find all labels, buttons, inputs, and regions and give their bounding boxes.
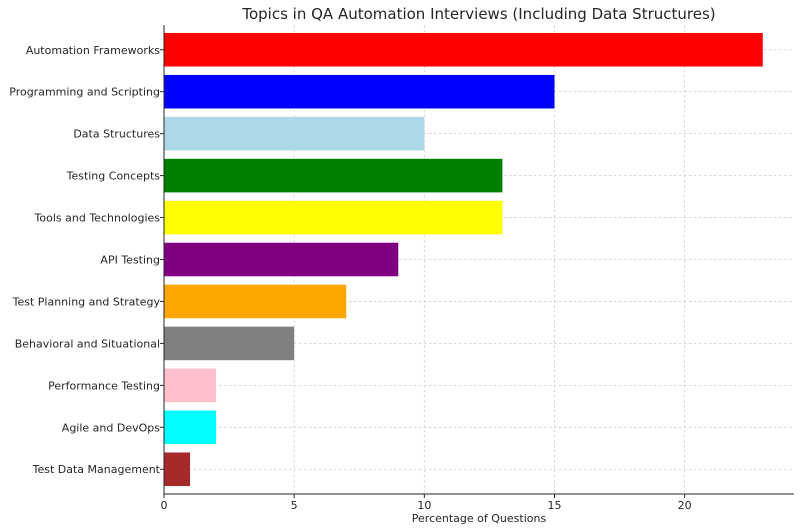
bar-data-structures [164,116,425,151]
y-tick-label: Agile and DevOps [62,421,160,434]
x-axis-label: Percentage of Questions [412,512,547,525]
y-tick-labels: Automation Frameworks Programming and Scr… [9,44,160,476]
x-tick-label: 20 [678,499,692,512]
y-tick-label: API Testing [100,254,160,267]
bar-automation-frameworks [164,32,763,67]
x-tick-labels: 0 5 10 15 20 [161,499,692,512]
bar-test-planning-and-strategy [164,284,347,319]
y-tick-label: Test Data Management [32,463,161,476]
bar-tools-and-technologies [164,200,503,235]
bar-performance-testing [164,368,217,403]
y-tick-label: Data Structures [73,128,160,141]
x-tick-label: 15 [547,499,561,512]
bar-test-data-management [164,452,191,487]
y-tick-label: Testing Concepts [66,170,161,183]
bar-api-testing [164,242,399,277]
bar-behavioral-and-situational [164,326,295,361]
x-tick-label: 0 [161,499,168,512]
y-tick-label: Automation Frameworks [26,44,160,57]
bar-testing-concepts [164,158,503,193]
y-tick-label: Test Planning and Strategy [12,295,161,308]
chart-title: Topics in QA Automation Interviews (Incl… [241,5,715,23]
bars-layer [164,32,763,487]
bar-agile-and-devops [164,410,217,445]
x-tick-label: 5 [291,499,298,512]
y-tick-label: Performance Testing [48,379,160,392]
y-tick-label: Tools and Technologies [34,212,161,225]
axes-layer [160,25,794,498]
x-tick-label: 10 [417,499,431,512]
y-tick-label: Behavioral and Situational [15,337,160,350]
bar-programming-and-scripting [164,74,555,109]
y-tick-label: Programming and Scripting [9,86,160,99]
